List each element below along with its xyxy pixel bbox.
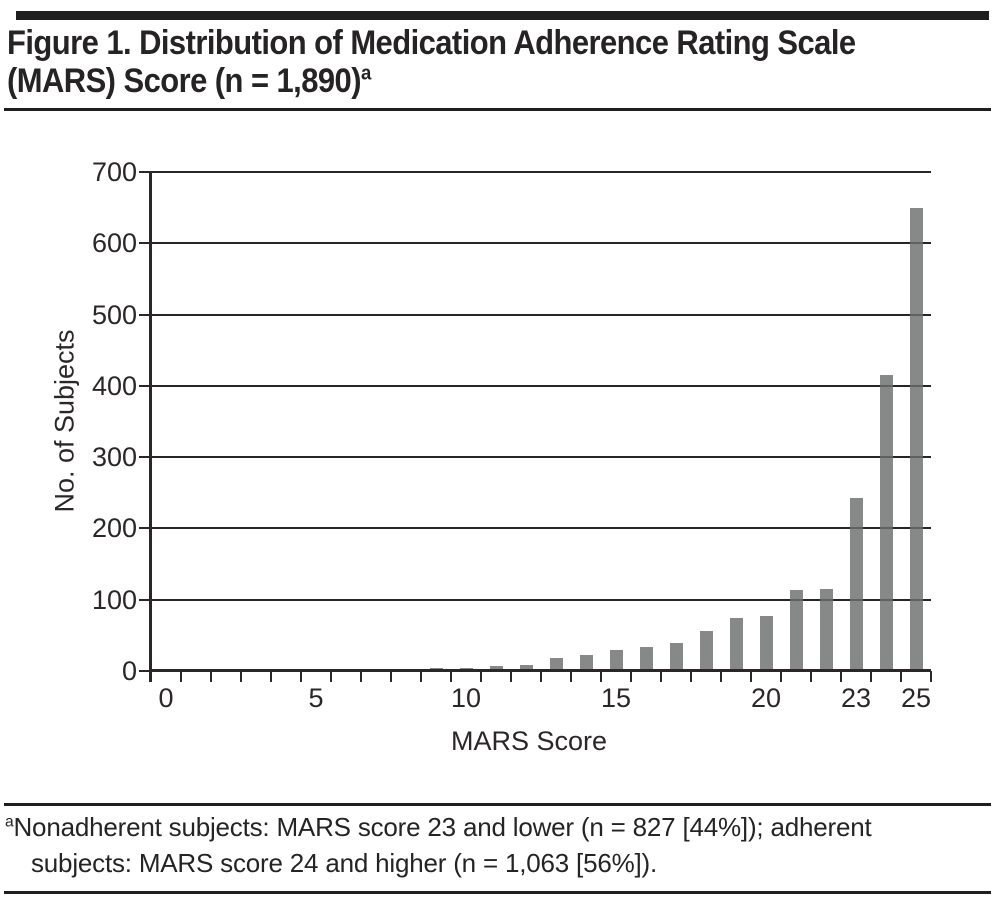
x-tick-3 (240, 671, 242, 682)
bar-score-16 (640, 647, 653, 671)
y-tick-label-300: 300 (91, 442, 137, 472)
footnote-marker: a (5, 813, 14, 831)
gridline-100 (151, 599, 931, 601)
gridline-300 (151, 456, 931, 458)
y-tick-label-0: 0 (121, 656, 137, 686)
gridline-overlay-500 (151, 314, 931, 316)
bar-score-15 (610, 650, 623, 671)
x-axis-line (149, 669, 931, 672)
x-tick-16 (630, 671, 632, 682)
y-tick-label-400: 400 (91, 371, 137, 401)
footnote-top-rule (4, 803, 991, 806)
bar-score-17 (670, 643, 683, 671)
y-axis-line (149, 172, 152, 682)
x-axis-title: MARS Score (450, 726, 608, 756)
x-tick-label-23: 23 (840, 683, 872, 713)
y-tick-500 (139, 314, 151, 316)
gridline-overlay-400 (151, 385, 931, 387)
footnote-line2: subjects: MARS score 24 and higher (n = … (31, 848, 658, 878)
y-tick-400 (139, 385, 151, 387)
bar-score-22 (820, 589, 833, 671)
x-tick-19 (720, 671, 722, 682)
x-tick-14 (570, 671, 572, 682)
gridline-500 (151, 314, 931, 316)
x-tick-13 (540, 671, 542, 682)
figure-title-line1: Figure 1. Distribution of Medication Adh… (7, 24, 856, 62)
y-tick-label-200: 200 (91, 513, 137, 543)
y-tick-label-100: 100 (91, 585, 137, 615)
bar-score-21 (790, 590, 803, 671)
x-tick-6 (330, 671, 332, 682)
x-tick-21 (780, 671, 782, 682)
x-tick-26 (930, 671, 932, 682)
bar-score-18 (700, 631, 713, 671)
gridline-600 (151, 242, 931, 244)
bar-score-14 (580, 655, 593, 671)
x-tick-22 (810, 671, 812, 682)
bar-score-13 (550, 658, 563, 671)
x-tick-15 (600, 671, 602, 682)
figure-title-line2-text: (MARS) Score (n = 1,890) (7, 62, 362, 100)
x-tick-label-0: 0 (158, 683, 174, 713)
x-tick-label-15: 15 (600, 683, 632, 713)
bar-score-19 (730, 618, 743, 671)
y-tick-600 (139, 242, 151, 244)
y-tick-label-500: 500 (91, 300, 137, 330)
bar-score-12 (520, 665, 533, 671)
figure-header-bar (16, 11, 989, 20)
x-tick-7 (360, 671, 362, 682)
x-tick-25 (900, 671, 902, 682)
x-tick-2 (210, 671, 212, 682)
x-tick-label-5: 5 (308, 683, 324, 713)
y-tick-label-700: 700 (91, 157, 137, 187)
y-tick-200 (139, 527, 151, 529)
bar-score-11 (490, 666, 503, 671)
gridline-overlay-600 (151, 242, 931, 244)
gridline-overlay-200 (151, 527, 931, 529)
footnote-bottom-rule (4, 891, 991, 894)
x-tick-label-20: 20 (750, 683, 782, 713)
gridline-200 (151, 527, 931, 529)
x-tick-9 (420, 671, 422, 682)
x-tick-8 (390, 671, 392, 682)
bar-score-25 (910, 208, 923, 671)
gridline-400 (151, 385, 931, 387)
title-footnote-marker: a (360, 62, 371, 85)
footnote-line1: aNonadherent subjects: MARS score 23 and… (5, 809, 995, 845)
figure-footnote: aNonadherent subjects: MARS score 23 and… (5, 809, 995, 881)
x-tick-5 (300, 671, 302, 682)
figure-title-line2: (MARS) Score (n = 1,890)a (7, 62, 910, 100)
x-tick-23 (840, 671, 842, 682)
gridline-overlay-700 (151, 171, 931, 173)
x-tick-4 (270, 671, 272, 682)
x-tick-label-25: 25 (900, 683, 932, 713)
gridline-700 (151, 171, 931, 173)
y-tick-100 (139, 599, 151, 601)
x-tick-20 (750, 671, 752, 682)
x-tick-24 (870, 671, 872, 682)
footnote-line1-text: Nonadherent subjects: MARS score 23 and … (13, 812, 872, 842)
bar-score-23 (850, 498, 863, 671)
y-tick-300 (139, 456, 151, 458)
x-tick-17 (660, 671, 662, 682)
x-tick-12 (510, 671, 512, 682)
x-tick-label-10: 10 (450, 683, 482, 713)
x-tick-18 (690, 671, 692, 682)
x-tick-11 (480, 671, 482, 682)
x-tick-1 (180, 671, 182, 682)
y-tick-label-600: 600 (91, 228, 137, 258)
x-tick-0 (150, 671, 152, 682)
gridline-overlay-100 (151, 599, 931, 601)
y-tick-700 (139, 171, 151, 173)
figure-title: Figure 1. Distribution of Medication Adh… (7, 24, 999, 100)
title-divider-rule (4, 108, 991, 111)
x-tick-10 (450, 671, 452, 682)
gridline-overlay-300 (151, 456, 931, 458)
bar-score-20 (760, 616, 773, 671)
y-axis-title: No. of Subjects (49, 329, 80, 513)
bar-score-24 (880, 375, 893, 671)
y-tick-0 (139, 670, 151, 672)
